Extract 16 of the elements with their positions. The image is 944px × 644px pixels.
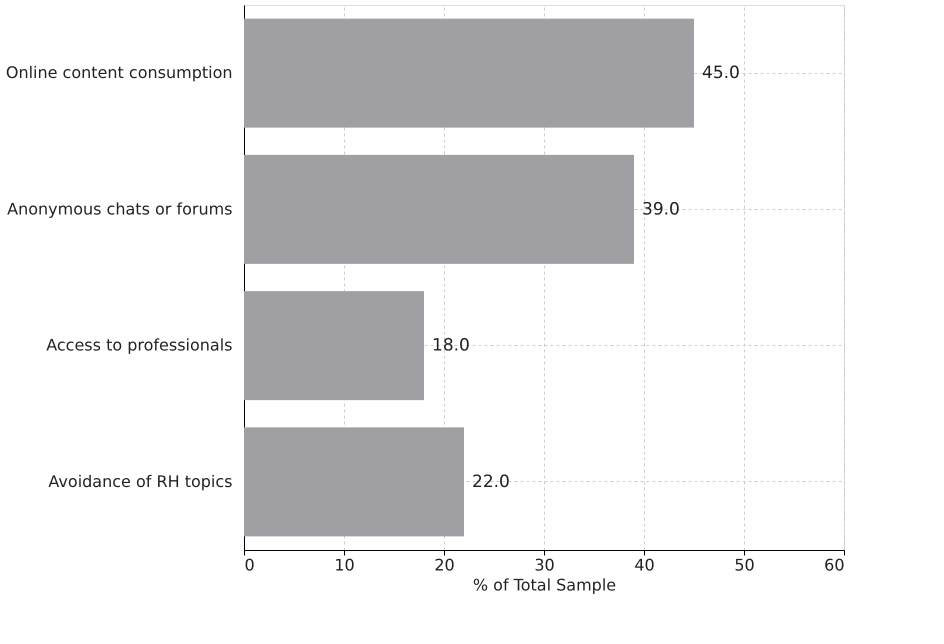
x-tick-label: 60 bbox=[824, 556, 844, 574]
y-tick-label: Access to professionals bbox=[46, 336, 232, 355]
x-axis-title: % of Total Sample bbox=[472, 576, 616, 594]
data-label: 22.0 bbox=[472, 472, 510, 492]
x-tick-label: 40 bbox=[634, 556, 655, 574]
x-tick-label: 0 bbox=[244, 556, 255, 574]
y-tick-label: Anonymous chats or forums bbox=[7, 199, 232, 218]
y-tick-label: Online content consumption bbox=[6, 63, 232, 82]
x-tick-label: 50 bbox=[734, 556, 755, 574]
data-label: 18.0 bbox=[432, 336, 470, 356]
x-tick-label: 20 bbox=[434, 556, 455, 574]
data-label: 39.0 bbox=[642, 199, 680, 220]
data-label: 45.0 bbox=[702, 63, 740, 84]
x-tick-label: 30 bbox=[534, 556, 555, 574]
y-tick-label: Avoidance of RH topics bbox=[48, 472, 232, 491]
x-tick-label: 10 bbox=[334, 556, 355, 574]
